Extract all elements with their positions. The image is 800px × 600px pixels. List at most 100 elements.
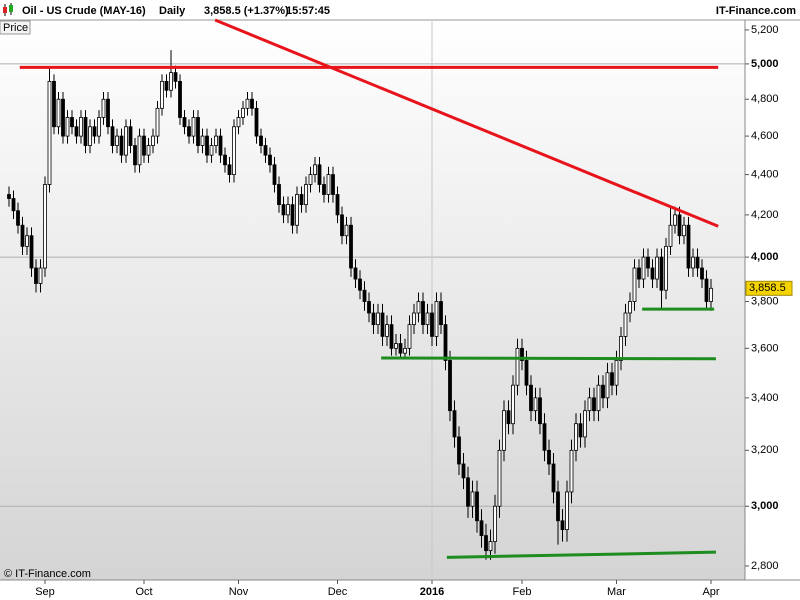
candle-body (407, 324, 412, 349)
candle-body (160, 80, 164, 109)
candle-body (29, 235, 34, 269)
quote: 3,858.5 (+1.37%) (204, 5, 289, 17)
candle-body (214, 135, 218, 146)
candle-body (259, 135, 263, 146)
candle-body (281, 204, 286, 216)
candle-body (673, 214, 677, 226)
candle-body (173, 72, 178, 82)
candle-body (20, 224, 25, 247)
y-tick-label: 3,800 (751, 295, 779, 307)
candle-body (502, 410, 506, 451)
candle-body (430, 312, 434, 337)
candle-body (52, 80, 56, 128)
candle-body (520, 347, 524, 361)
candle-body (686, 224, 691, 269)
candle-body (497, 449, 502, 507)
panel-label-box (0, 20, 31, 35)
last-price-label: 3,858.5 (749, 282, 786, 294)
candle-body (142, 135, 146, 156)
candle-body (371, 312, 376, 326)
candle-body (529, 384, 533, 412)
candle-body (560, 520, 565, 531)
candle-body (7, 194, 11, 199)
candle-body (515, 347, 520, 386)
candle-body (47, 80, 52, 185)
candle-body (34, 267, 38, 284)
candle-body (106, 98, 110, 128)
candle-body (542, 423, 547, 451)
candle-body (628, 301, 632, 314)
candle-body (263, 145, 268, 156)
candle-body (74, 126, 79, 137)
candle-body (196, 117, 200, 146)
candle-body (245, 98, 250, 109)
y-tick-label: 5,000 (751, 58, 779, 70)
candle-body (110, 126, 115, 146)
candle-body (331, 174, 335, 195)
candle-body (16, 210, 20, 226)
candle-body (700, 267, 704, 280)
candle-body (641, 256, 646, 280)
copyright: © IT-Finance.com (4, 568, 91, 580)
candle-body (488, 541, 493, 552)
candle-body (164, 80, 169, 91)
candle-body (668, 224, 673, 247)
candle-body (403, 347, 407, 354)
candle-body (565, 491, 569, 531)
candle-body (412, 312, 416, 326)
candle-body (169, 72, 173, 91)
candle-body (65, 117, 70, 137)
candle-body (659, 256, 664, 291)
candle-body (709, 287, 713, 302)
candle-body (637, 267, 641, 280)
candle-body (511, 384, 515, 425)
candle-body (101, 98, 106, 118)
candle-body (443, 324, 448, 361)
candle-body (506, 410, 511, 425)
candle-body (425, 312, 430, 326)
candle-body (322, 184, 326, 195)
candle-body (137, 135, 142, 166)
instrument-icon (3, 3, 13, 16)
candle-body (151, 135, 155, 146)
candle-body (470, 491, 475, 507)
candle-body (124, 126, 128, 156)
candle-body (601, 384, 605, 399)
candle-body (97, 117, 101, 137)
candle-body (394, 343, 398, 349)
period: Daily (159, 5, 186, 17)
candle-body (38, 267, 43, 284)
candle-body (317, 164, 322, 185)
candle-body (704, 278, 709, 302)
candle-body (362, 289, 367, 302)
candle-body (610, 372, 614, 386)
panel-label: Price (3, 22, 28, 34)
y-tick-label: 3,400 (751, 392, 779, 404)
x-tick-label: Dec (328, 586, 348, 598)
candle-body (353, 267, 358, 280)
candle-body (88, 126, 92, 146)
candle-body (556, 491, 560, 522)
candle-body (182, 117, 187, 128)
candle-body (466, 477, 470, 507)
candle-body (326, 174, 331, 195)
candle-body (574, 423, 578, 451)
candle-body (178, 80, 182, 118)
candle-body (191, 117, 196, 137)
candle-body (56, 98, 61, 128)
candle-body (295, 194, 299, 226)
candle-body (43, 184, 47, 269)
instrument: Oil - US Crude (MAY-16) (22, 5, 146, 17)
y-tick-label: 4,000 (751, 251, 779, 263)
candle-body (389, 324, 394, 349)
candle-body (277, 184, 281, 206)
candle-body (115, 135, 119, 146)
candle-body (286, 204, 290, 216)
candle-body (439, 301, 443, 326)
candle-body (241, 107, 245, 118)
candle-body (434, 301, 439, 337)
candle-body (583, 410, 587, 438)
candle-body (614, 360, 619, 386)
candle-body (304, 184, 308, 206)
candle-body (83, 117, 88, 146)
